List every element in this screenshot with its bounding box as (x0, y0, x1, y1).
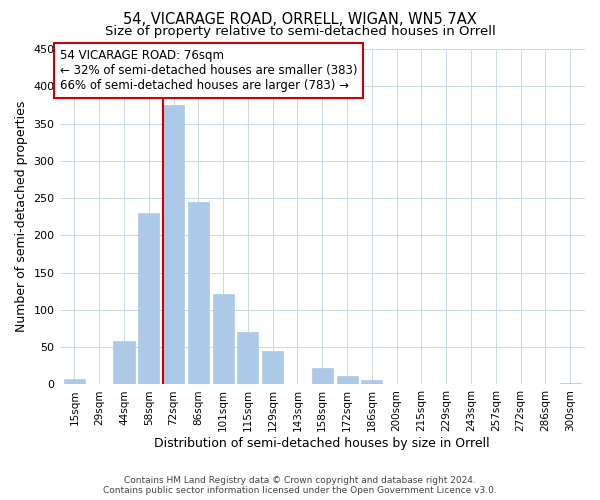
Bar (113, 341, 134, 384)
Bar (64, 379, 85, 384)
Text: 54 VICARAGE ROAD: 76sqm
← 32% of semi-detached houses are smaller (383)
66% of s: 54 VICARAGE ROAD: 76sqm ← 32% of semi-de… (59, 49, 357, 92)
Bar (238, 332, 259, 384)
Bar (312, 368, 333, 384)
Bar (188, 202, 209, 384)
Bar (138, 213, 160, 384)
Bar (361, 380, 382, 384)
Bar (212, 294, 233, 384)
Text: Contains HM Land Registry data © Crown copyright and database right 2024.: Contains HM Land Registry data © Crown c… (124, 476, 476, 485)
Y-axis label: Number of semi-detached properties: Number of semi-detached properties (15, 101, 28, 332)
Text: Size of property relative to semi-detached houses in Orrell: Size of property relative to semi-detach… (104, 25, 496, 38)
Bar (262, 351, 283, 384)
Bar (560, 383, 581, 384)
Text: Contains public sector information licensed under the Open Government Licence v3: Contains public sector information licen… (103, 486, 497, 495)
X-axis label: Distribution of semi-detached houses by size in Orrell: Distribution of semi-detached houses by … (154, 437, 490, 450)
Bar (163, 105, 184, 384)
Bar (337, 376, 358, 384)
Text: 54, VICARAGE ROAD, ORRELL, WIGAN, WN5 7AX: 54, VICARAGE ROAD, ORRELL, WIGAN, WN5 7A… (123, 12, 477, 28)
